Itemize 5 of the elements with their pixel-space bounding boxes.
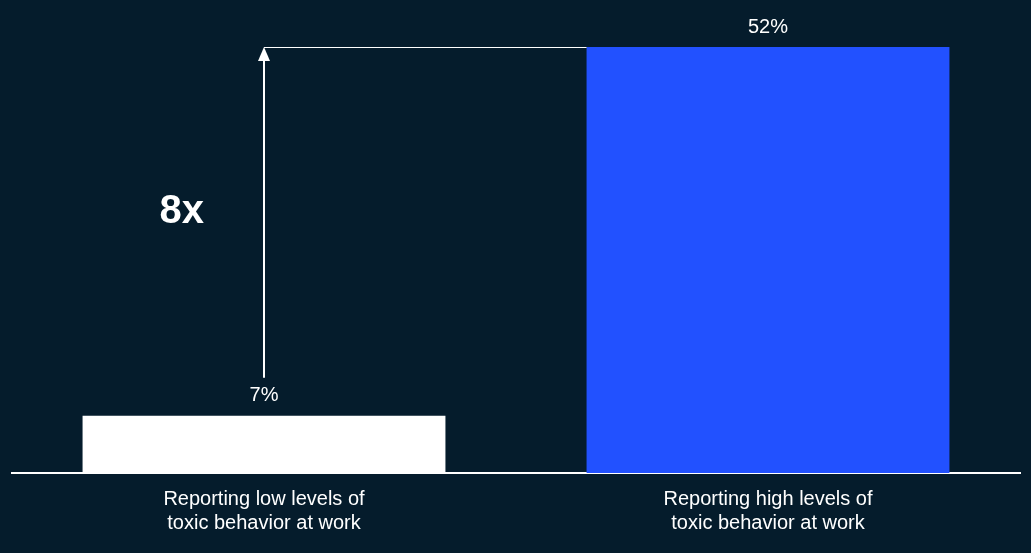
- x-tick-label: Reporting low levels of toxic behavior at work: [163, 486, 366, 533]
- data-label: 7%: [249, 383, 279, 406]
- annotation: 8x: [159, 187, 204, 232]
- x-tick-label: Reporting high levels of toxic behavior at work: [663, 486, 873, 533]
- data-label: 52%: [747, 14, 789, 37]
